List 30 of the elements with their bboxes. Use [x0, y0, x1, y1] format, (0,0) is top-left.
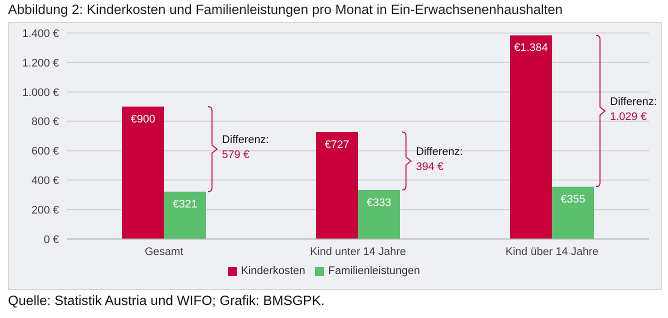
- data-label: €1.384: [514, 42, 548, 54]
- data-label: €333: [366, 196, 392, 209]
- y-tick-label: 400 €: [31, 175, 59, 188]
- y-tick-label: 1.200 €: [22, 57, 59, 70]
- source-note: Quelle: Statistik Austria und WIFO; Grafik: BMSGPK.: [8, 293, 325, 308]
- bar: [358, 190, 400, 239]
- annotation: Differenz: 394 €: [416, 146, 463, 174]
- data-label: €355: [560, 194, 586, 206]
- chart-title: Abbildung 2: Kinderkosten und Familienleistungen pro Monat in Ein-Erwachsenenhaushalten: [8, 2, 563, 17]
- data-label: €900: [130, 113, 156, 126]
- bar: [122, 106, 164, 239]
- x-tick-label: Kind unter 14 Jahre: [310, 246, 406, 258]
- data-label: €321: [172, 198, 198, 211]
- bar: [510, 35, 552, 239]
- y-tick-label: 600 €: [31, 146, 59, 158]
- x-tick-label: Kind über 14 Jahre: [506, 246, 598, 258]
- y-tick-label: 0 €: [44, 234, 59, 246]
- legend-label: Familienleistungen: [328, 265, 420, 277]
- bar: [164, 192, 206, 239]
- y-tick-label: 800 €: [31, 116, 59, 128]
- y-tick-label: 1.400 €: [22, 28, 59, 40]
- annotation: Differenz: 1.029 €: [610, 96, 657, 124]
- x-tick-label: Gesamt: [144, 246, 184, 258]
- bar: [552, 186, 594, 239]
- legend-label: Kinderkosten: [241, 265, 306, 277]
- y-tick-label: 1.000 €: [22, 86, 59, 99]
- annotation: Differenz: 579 €: [222, 134, 269, 162]
- data-label: €727: [324, 138, 350, 151]
- y-tick-label: 200 €: [31, 204, 59, 216]
- bar: [316, 132, 358, 239]
